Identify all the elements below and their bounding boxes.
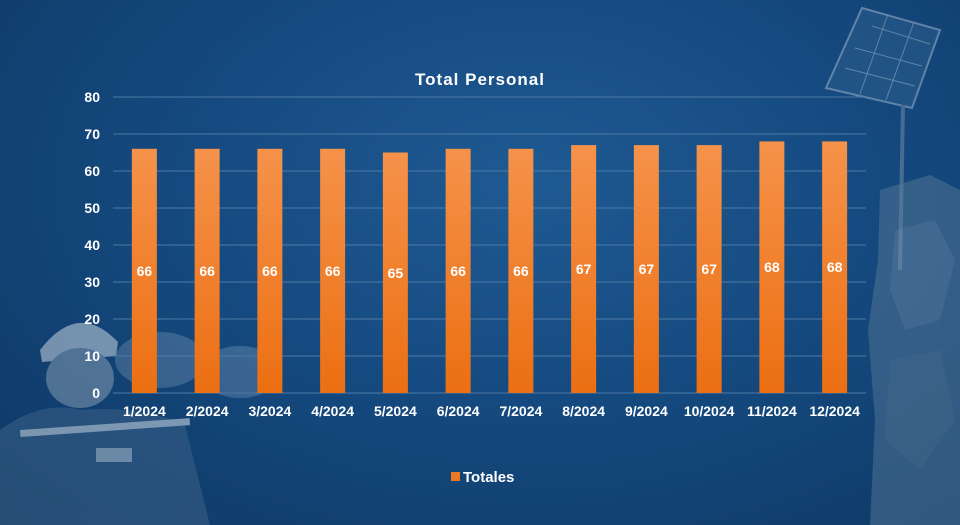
data-label: 66	[325, 263, 341, 279]
y-tick-label: 10	[84, 348, 100, 364]
x-tick-label: 10/2024	[684, 403, 735, 419]
y-tick-label: 50	[84, 200, 100, 216]
x-tick-label: 6/2024	[437, 403, 480, 419]
x-tick-label: 2/2024	[186, 403, 229, 419]
data-label: 66	[450, 263, 466, 279]
x-tick-label: 5/2024	[374, 403, 417, 419]
legend-label-totales: Totales	[463, 469, 514, 486]
legend-swatch	[451, 472, 460, 481]
x-tick-label: 1/2024	[123, 403, 166, 419]
x-tick-label: 8/2024	[562, 403, 605, 419]
x-tick-label: 4/2024	[311, 403, 354, 419]
data-label: 67	[701, 261, 717, 277]
bar	[257, 148, 283, 393]
bars: 66 66 66 66 65 66 66 67 67 67 68 68	[131, 141, 848, 393]
x-tick-label: 9/2024	[625, 403, 668, 419]
x-tick-label: 12/2024	[809, 403, 860, 419]
y-tick-label: 70	[84, 126, 100, 142]
data-label: 66	[137, 263, 153, 279]
gridlines	[113, 96, 866, 394]
y-tick-label: 40	[84, 237, 100, 253]
y-tick-label: 80	[84, 89, 100, 105]
x-tick-label: 7/2024	[499, 403, 542, 419]
bar	[508, 148, 534, 393]
data-label: 68	[827, 259, 843, 275]
bar	[822, 141, 848, 393]
bar	[445, 148, 471, 393]
data-label: 67	[639, 261, 655, 277]
bar	[633, 145, 659, 393]
bar	[194, 148, 220, 393]
data-label: 66	[199, 263, 215, 279]
worker-illustration	[0, 322, 210, 525]
y-axis: 0 10 20 30 40 50 60 70 80	[84, 89, 100, 401]
bar	[320, 148, 346, 393]
solar-panel-illustration	[824, 6, 942, 271]
data-label: 66	[513, 263, 529, 279]
y-tick-label: 20	[84, 311, 100, 327]
data-label: 67	[576, 261, 592, 277]
rock-terrain-illustration	[868, 175, 960, 525]
y-tick-label: 60	[84, 163, 100, 179]
data-label: 65	[388, 265, 404, 281]
bar	[759, 141, 785, 393]
x-tick-label: 3/2024	[248, 403, 291, 419]
data-label: 66	[262, 263, 278, 279]
y-tick-label: 0	[92, 385, 100, 401]
x-axis: 1/2024 2/2024 3/2024 4/2024 5/2024 6/2024 7/20…	[123, 403, 860, 419]
x-tick-label: 11/2024	[747, 403, 797, 419]
bar	[382, 152, 408, 393]
y-tick-label: 30	[84, 274, 100, 290]
bar	[696, 145, 722, 393]
legend: Totales	[451, 469, 514, 486]
bar	[131, 148, 157, 393]
chart-title: Total Personal	[415, 70, 545, 89]
bar	[571, 145, 597, 393]
data-label: 68	[764, 259, 780, 275]
